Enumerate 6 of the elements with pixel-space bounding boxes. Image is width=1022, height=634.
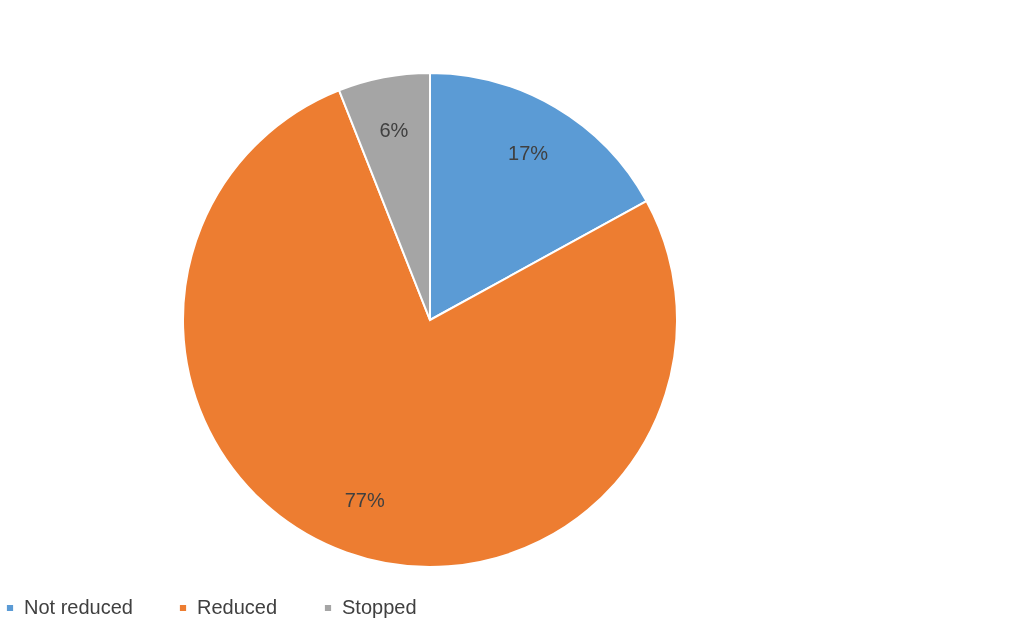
data-label: 17% — [508, 142, 549, 165]
legend-label: Reduced — [197, 596, 278, 618]
legend-label: Not reduced — [24, 596, 133, 618]
legend-label: Stopped — [342, 596, 417, 618]
data-label: 6% — [379, 118, 409, 141]
data-label: 77% — [344, 489, 385, 512]
